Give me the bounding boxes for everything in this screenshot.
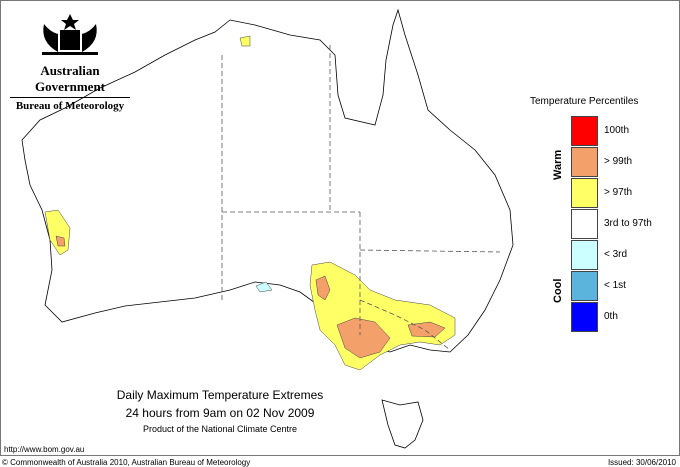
mainland-outline [21, 8, 514, 353]
hot-region-nt [239, 35, 251, 47]
legend-swatch [571, 147, 598, 177]
legend-swatch [571, 271, 598, 301]
copyright: © Commonwealth of Australia 2010, Austra… [2, 458, 251, 467]
legend-swatch [571, 302, 598, 332]
legend-label: 0th [604, 311, 618, 322]
legend-label: < 1st [604, 280, 626, 291]
legend-swatch [571, 116, 598, 146]
website-link[interactable]: http://www.bom.gov.au [4, 445, 85, 454]
very-hot-region-wa [55, 235, 66, 247]
state-borders [221, 45, 501, 351]
map-credit: Product of the National Climate Centre [142, 424, 298, 434]
very-hot-region-vic [407, 321, 446, 338]
legend-label: < 3rd [604, 249, 628, 260]
cool-region-sa [255, 281, 273, 293]
coat-of-arms-icon [42, 14, 98, 55]
cool-label: Cool [552, 278, 564, 303]
legend-swatch [571, 209, 598, 239]
very-hot-region-sa [336, 317, 391, 359]
agency-name: Australian Government [34, 63, 106, 94]
legend-swatch [571, 240, 598, 270]
tasmania-outline [381, 399, 424, 449]
map-title: Daily Maximum Temperature Extremes [116, 388, 324, 402]
bureau-name: Bureau of Meteorology [10, 97, 130, 112]
legend-title: Temperature Percentiles [530, 96, 639, 107]
very-hot-region-sa-north [315, 275, 331, 301]
issued-date: Issued: 30/06/2010 [607, 458, 676, 467]
legend-label: > 99th [604, 156, 633, 167]
map-subtitle: 24 hours from 9am on 02 Nov 2009 [125, 406, 315, 420]
warm-label: Warm [552, 149, 564, 180]
legend-label: > 97th [604, 187, 633, 198]
legend-swatch [571, 178, 598, 208]
bom-logo: Australian Government Bureau of Meteorol… [10, 12, 130, 112]
legend-label: 100th [604, 125, 630, 136]
legend-label: 3rd to 97th [604, 218, 652, 229]
